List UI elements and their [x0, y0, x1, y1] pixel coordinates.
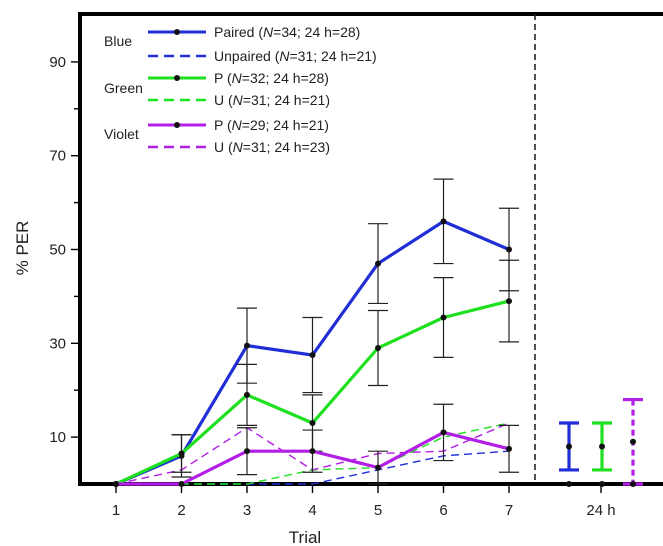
data-point-24h: [566, 481, 572, 487]
y-tick-label: 90: [49, 54, 66, 71]
legend-entry: Paired (N=34; 24 h=28): [148, 24, 360, 40]
data-point-24h: [599, 481, 605, 487]
data-point-24h: [599, 443, 605, 450]
legend-label-suffix: =31; 24 h=23): [243, 139, 330, 155]
legend-label-prefix: U (: [214, 92, 233, 108]
data-point: [244, 448, 250, 455]
y-tick-label: 70: [49, 148, 66, 165]
data-point: [375, 464, 381, 471]
legend-marker: [174, 122, 180, 128]
legend-label: P (N=32; 24 h=28): [214, 70, 329, 86]
legend-label-suffix: =32; 24 h=28): [242, 70, 329, 86]
data-point: [244, 342, 250, 349]
x-tick-label: 3: [243, 502, 251, 519]
legend-label-n: N: [232, 70, 243, 86]
data-point: [309, 420, 316, 427]
x-tick-24h: 24 h: [586, 502, 615, 519]
legend-entry: P (N=32; 24 h=28): [148, 70, 329, 86]
data-point: [506, 246, 512, 253]
legend-label-prefix: P (: [214, 70, 232, 86]
legend-marker: [174, 29, 180, 35]
x-axis-title: Trial: [289, 528, 321, 546]
x-tick-label: 1: [112, 502, 120, 519]
y-tick-label: 10: [49, 429, 66, 446]
legend-label-prefix: Paired (: [214, 24, 263, 40]
legend-label-prefix: Unpaired (: [214, 48, 280, 64]
legend-label-n: N: [233, 139, 244, 155]
data-point: [506, 298, 512, 305]
series-2: [113, 259, 612, 487]
legend-marker: [174, 75, 180, 81]
data-point: [309, 352, 316, 359]
legend-label-n: N: [232, 117, 243, 133]
legend-label: P (N=29; 24 h=21): [214, 117, 329, 133]
legend-group-label: Green: [104, 80, 143, 96]
data-point-24h: [566, 443, 572, 450]
x-tick-label: 6: [439, 502, 447, 519]
data-point: [309, 448, 316, 455]
data-point: [375, 260, 381, 267]
legend-group-label: Blue: [104, 33, 132, 49]
legend-label-suffix: =31; 24 h=21): [290, 48, 377, 64]
x-tick-label: 5: [374, 502, 382, 519]
x-tick-label: 7: [505, 502, 513, 519]
legend-entry: U (N=31; 24 h=21): [148, 92, 330, 108]
legend-entry: Unpaired (N=31; 24 h=21): [148, 48, 377, 64]
data-point: [440, 218, 447, 225]
data-point: [506, 445, 512, 452]
data-point-24h: [630, 481, 636, 487]
legend-label-n: N: [263, 24, 274, 40]
x-tick-label: 4: [308, 502, 316, 519]
data-point: [440, 314, 447, 321]
data-point: [178, 481, 185, 487]
data-point: [178, 450, 185, 457]
data-point: [113, 481, 119, 487]
data-point: [244, 391, 250, 398]
legend-label: Unpaired (N=31; 24 h=21): [214, 48, 377, 64]
legend-label-n: N: [233, 92, 244, 108]
legend-label: U (N=31; 24 h=23): [214, 139, 330, 155]
legend-label-n: N: [279, 48, 290, 64]
legend-label: Paired (N=34; 24 h=28): [214, 24, 360, 40]
legend-entry: U (N=31; 24 h=23): [148, 139, 330, 155]
data-point: [440, 429, 447, 436]
data-point: [375, 344, 381, 351]
data-point-24h: [630, 438, 636, 445]
y-tick-label: 50: [49, 242, 66, 259]
y-tick-label: 30: [49, 335, 66, 352]
series-4: [113, 403, 636, 487]
legend-label: U (N=31; 24 h=21): [214, 92, 330, 108]
series-layer: [113, 178, 643, 487]
y-axis-title: % PER: [13, 221, 32, 276]
legend-label-prefix: U (: [214, 139, 233, 155]
legend-label-suffix: =29; 24 h=21): [242, 117, 329, 133]
x-tick-label: 2: [177, 502, 185, 519]
legend-entry: P (N=29; 24 h=21): [148, 117, 329, 133]
legend-label-suffix: =34; 24 h=28): [273, 24, 360, 40]
legend-group-label: Violet: [104, 126, 139, 142]
legend-label-suffix: =31; 24 h=21): [243, 92, 330, 108]
legend-label-prefix: P (: [214, 117, 232, 133]
